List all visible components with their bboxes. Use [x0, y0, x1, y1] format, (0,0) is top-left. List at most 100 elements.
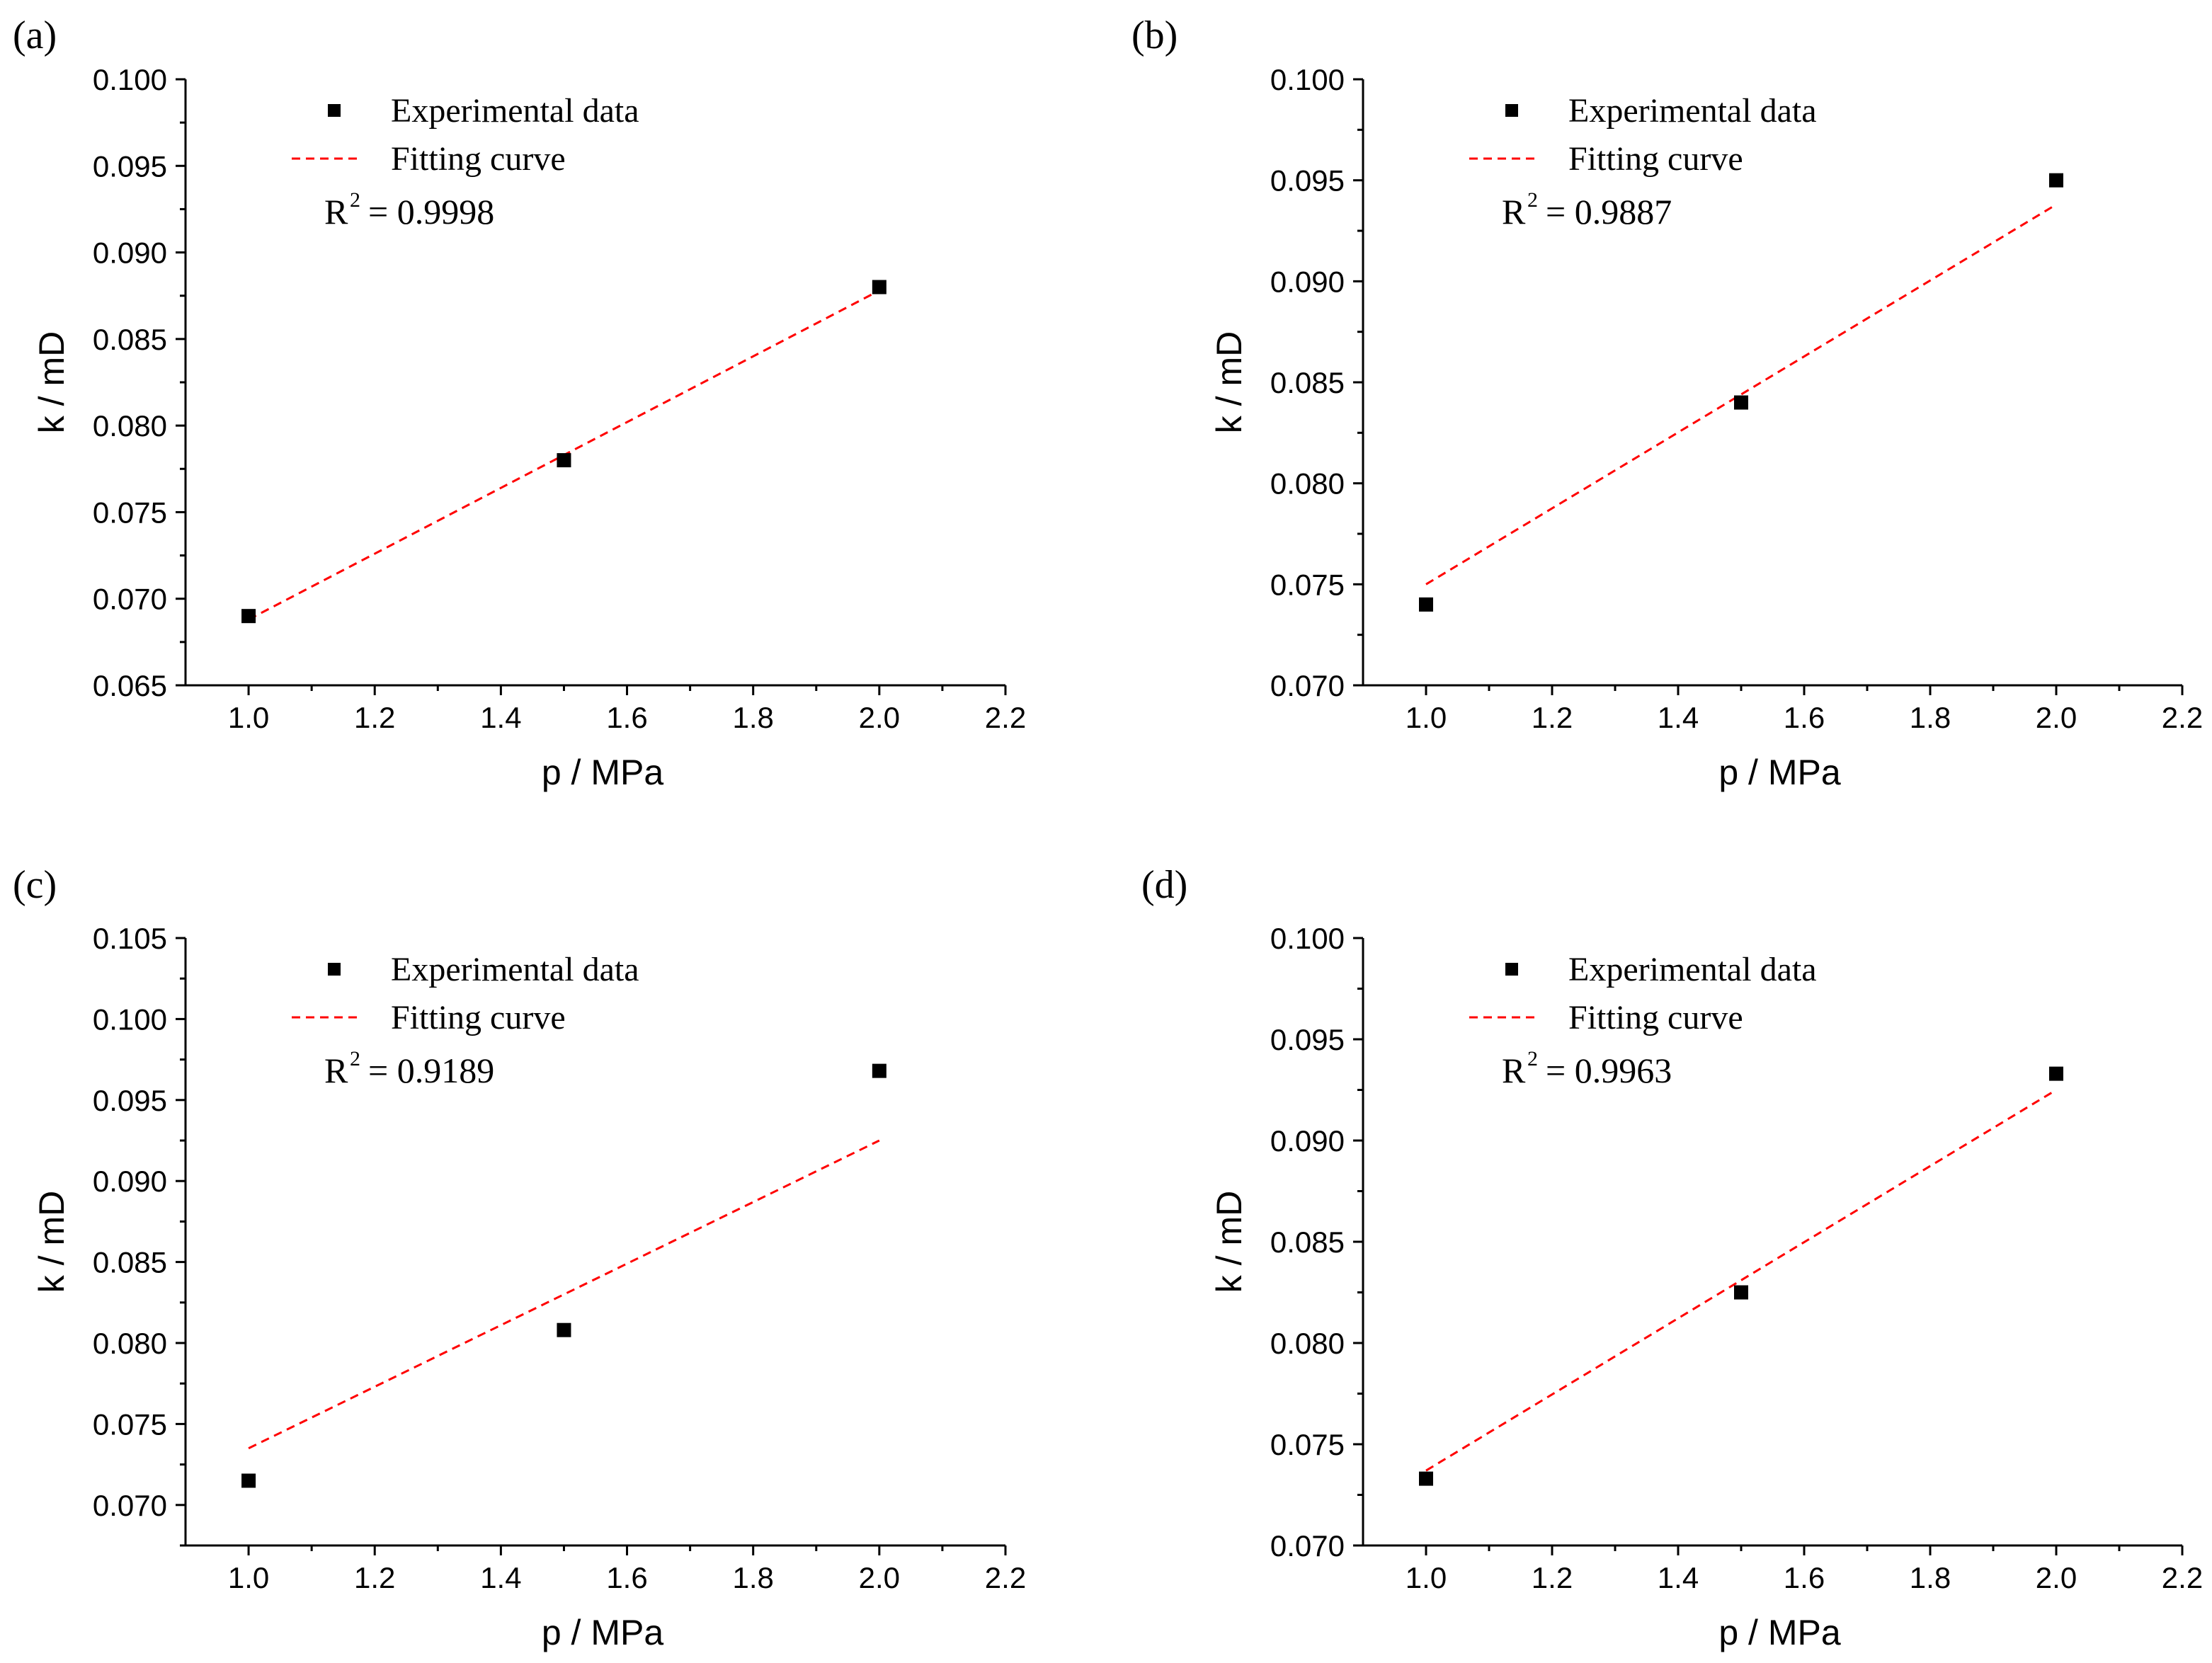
experimental-data-point [557, 453, 571, 468]
x-tick-label: 1.6 [606, 701, 647, 734]
experimental-data-point [557, 1322, 571, 1337]
y-tick-label: 0.095 [93, 1084, 167, 1117]
y-tick-label: 0.080 [1270, 467, 1345, 501]
legend-marker-points [328, 104, 341, 117]
legend-label-points: Experimental data [391, 951, 639, 988]
x-tick-label: 1.8 [1910, 1561, 1951, 1594]
experimental-data-point [2049, 173, 2063, 188]
r2-value: = 0.9887 [1546, 192, 1672, 232]
legend-marker-points [328, 963, 341, 976]
x-tick-label: 1.4 [480, 701, 521, 734]
y-tick-label: 0.090 [1270, 1124, 1345, 1158]
x-tick-label: 1.2 [1532, 701, 1573, 734]
x-tick-label: 2.0 [2036, 701, 2077, 734]
y-tick-label: 0.070 [93, 583, 167, 616]
y-tick-label: 0.085 [1270, 1225, 1345, 1259]
x-tick-label: 1.0 [228, 701, 269, 734]
r2-value: = 0.9963 [1546, 1051, 1672, 1090]
x-tick-label: 1.4 [1658, 701, 1699, 734]
r2-prefix: R [1502, 1051, 1526, 1090]
y-tick-label: 0.090 [93, 236, 167, 270]
x-tick-label: 1.2 [1532, 1561, 1573, 1594]
experimental-data-point [1419, 597, 1433, 612]
x-tick-label: 1.8 [1910, 701, 1951, 734]
x-tick-label: 1.4 [480, 1561, 521, 1594]
legend-label-line: Fitting curve [1568, 999, 1743, 1036]
r2-prefix: R [324, 1051, 348, 1090]
y-tick-label: 0.090 [1270, 265, 1345, 298]
x-tick-label: 1.2 [354, 1561, 395, 1594]
legend-label-line: Fitting curve [1568, 140, 1743, 178]
experimental-data-point [1734, 1285, 1748, 1300]
experimental-data-point [2049, 1066, 2063, 1081]
panel-label: (a) [13, 13, 57, 57]
r2-value: = 0.9998 [368, 192, 494, 232]
y-tick-label: 0.100 [1270, 63, 1345, 96]
x-tick-label: 1.6 [1784, 1561, 1825, 1594]
x-tick-label: 1.0 [1406, 701, 1447, 734]
y-tick-label: 0.095 [1270, 1023, 1345, 1056]
x-tick-label: 2.2 [2162, 701, 2203, 734]
r2-exponent: 2 [1527, 1047, 1538, 1070]
chart-panel-b: (b) 1.0 1.2 1.4 1.6 1.8 2.0 2.2 0.070 0.075 0.080 0… [1131, 13, 2203, 792]
x-axis-label: p / MPa [1718, 1613, 1840, 1652]
y-tick-label: 0.070 [1270, 1529, 1345, 1562]
x-tick-label: 2.0 [859, 1561, 900, 1594]
chart-panel-d: (d) 1.0 1.2 1.4 1.6 1.8 2.0 2.2 0.070 0.075 0.080 0… [1141, 863, 2203, 1652]
legend-label-points: Experimental data [1568, 951, 1817, 988]
x-tick-label: 2.2 [985, 1561, 1026, 1594]
fitting-curve-line [248, 1139, 880, 1450]
fitting-curve-line [1425, 1089, 2057, 1472]
y-axis-label: k / mD [32, 331, 72, 433]
x-tick-label: 1.2 [354, 701, 395, 734]
x-axis-label: p / MPa [542, 1613, 663, 1652]
x-tick-label: 2.2 [2162, 1561, 2203, 1594]
legend-label-points: Experimental data [1568, 92, 1817, 130]
x-tick-label: 1.0 [228, 1561, 269, 1594]
fitting-curve-line [1425, 203, 2057, 585]
x-tick-label: 2.2 [985, 701, 1026, 734]
x-tick-label: 1.0 [1406, 1561, 1447, 1594]
y-tick-label: 0.100 [1270, 922, 1345, 955]
r2-value: = 0.9189 [368, 1051, 494, 1090]
x-axis-label: p / MPa [1718, 753, 1840, 792]
legend-marker-points [1505, 104, 1518, 117]
y-tick-label: 0.080 [93, 1327, 167, 1360]
y-tick-label: 0.100 [93, 63, 167, 96]
legend-marker-points [1505, 963, 1518, 976]
y-tick-label: 0.085 [93, 1246, 167, 1279]
y-axis-label: k / mD [1209, 1191, 1249, 1293]
legend-label-points: Experimental data [391, 92, 639, 130]
y-tick-label: 0.080 [93, 409, 167, 442]
x-tick-label: 2.0 [2036, 1561, 2077, 1594]
y-tick-label: 0.080 [1270, 1327, 1345, 1360]
x-axis-label: p / MPa [542, 753, 663, 792]
y-tick-label: 0.085 [1270, 366, 1345, 399]
panel-label: (b) [1131, 13, 1178, 57]
y-tick-label: 0.085 [93, 323, 167, 356]
r2-exponent: 2 [350, 188, 360, 212]
y-tick-label: 0.105 [93, 922, 167, 955]
r2-prefix: R [1502, 192, 1526, 232]
y-tick-label: 0.075 [1270, 1428, 1345, 1461]
y-tick-label: 0.100 [93, 1002, 167, 1036]
y-tick-label: 0.095 [1270, 164, 1345, 198]
y-tick-label: 0.075 [93, 1407, 167, 1441]
panel-label: (c) [13, 863, 57, 907]
y-axis-label: k / mD [32, 1191, 72, 1293]
y-tick-label: 0.075 [93, 496, 167, 529]
experimental-data-point [241, 609, 256, 624]
experimental-data-point [1419, 1471, 1433, 1486]
r2-prefix: R [324, 192, 348, 232]
y-tick-label: 0.065 [93, 669, 167, 702]
legend-label-line: Fitting curve [391, 140, 566, 178]
x-tick-label: 1.6 [1784, 701, 1825, 734]
x-tick-label: 1.6 [606, 1561, 647, 1594]
y-tick-label: 0.070 [1270, 669, 1345, 702]
x-tick-label: 1.8 [732, 701, 773, 734]
legend-label-line: Fitting curve [391, 999, 566, 1036]
chart-panel-c: (c) 1.0 1.2 1.4 1.6 1.8 2.0 2.2 0.070 0.075 0.080 0… [13, 863, 1026, 1652]
r2-exponent: 2 [1527, 188, 1538, 212]
experimental-data-point [1734, 395, 1748, 410]
